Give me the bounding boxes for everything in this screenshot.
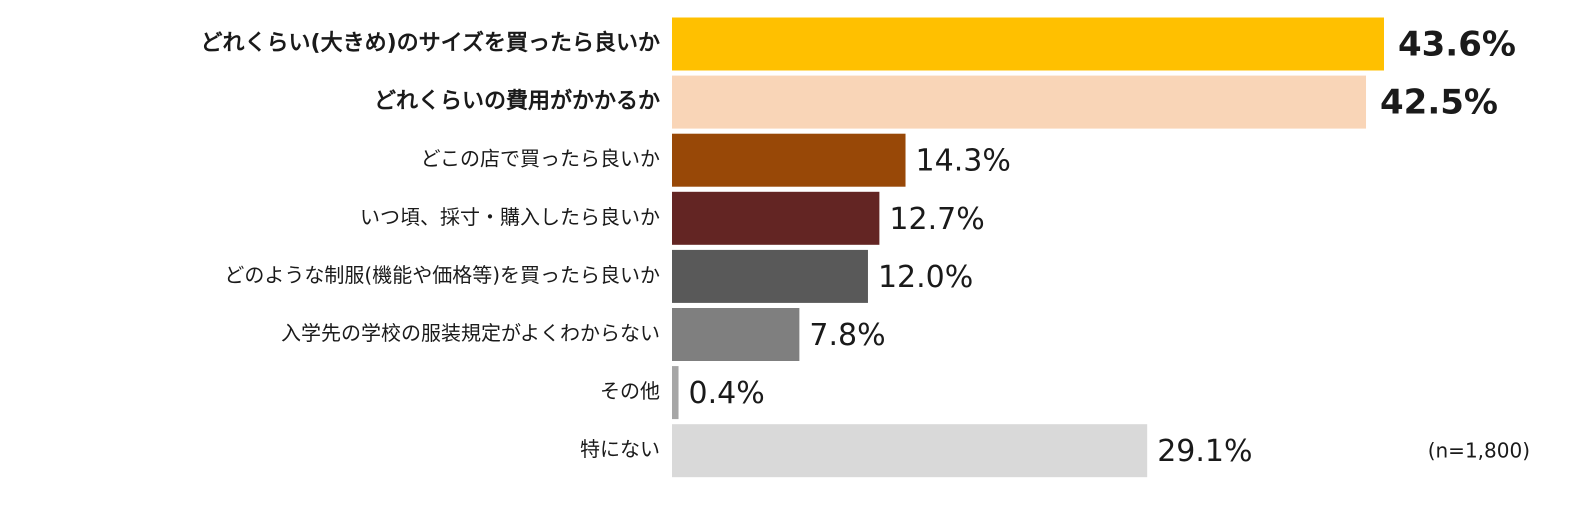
category-label: どれくらい(大きめ)のサイズを買ったら良いか [201,30,660,56]
bar [672,75,1367,129]
category-label: 特にない [580,437,660,461]
bar [672,366,679,420]
value-label: 42.5% [1380,83,1498,123]
value-label: 12.0% [878,260,973,295]
value-label: 0.4% [689,376,765,411]
bar [672,191,880,245]
bar [672,424,1148,478]
category-label: その他 [600,379,660,403]
value-label: 7.8% [809,318,885,353]
value-label: 43.6% [1398,25,1516,65]
bar [672,308,800,361]
category-label: 入学先の学校の服装規定がよくわからない [281,321,660,345]
category-label: どれくらいの費用がかかるか [374,88,660,114]
value-label: 14.3% [916,144,1011,179]
value-label: 29.1% [1157,434,1252,469]
bar [672,249,868,303]
category-label: どのような制服(機能や価格等)を買ったら良いか [224,263,660,287]
annotation: (n=1,800) [1428,439,1530,463]
value-label: 12.7% [889,202,984,237]
category-label: いつ頃、採寸・購入したら良いか [360,205,660,229]
bar [672,17,1384,71]
bar [672,133,906,187]
category-label: どこの店で買ったら良いか [421,147,660,171]
